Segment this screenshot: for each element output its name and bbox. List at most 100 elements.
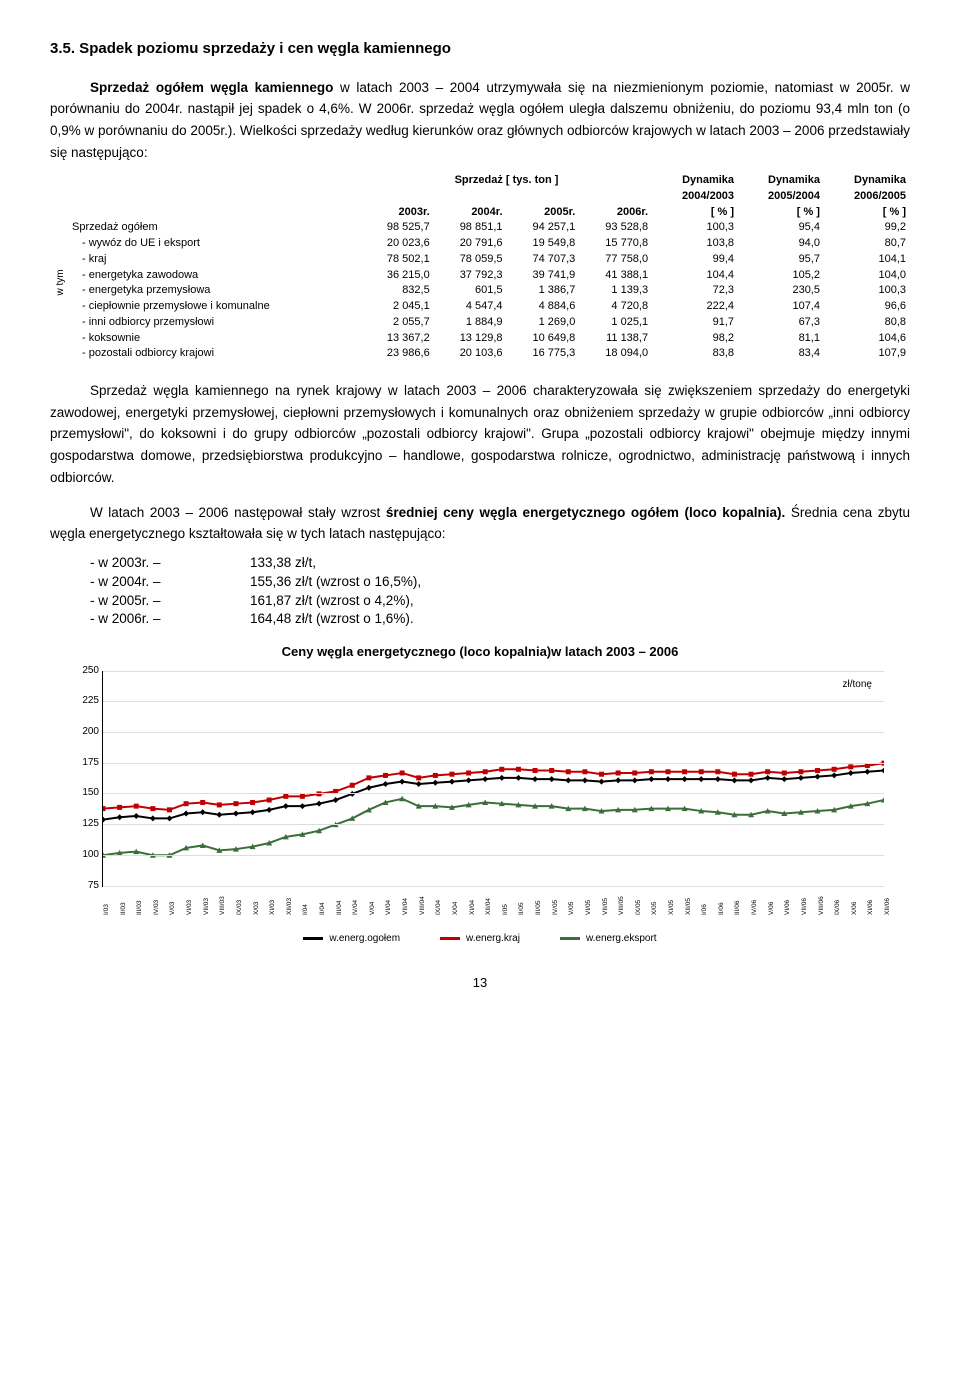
chart-marker	[599, 771, 604, 776]
chart-marker	[516, 766, 521, 771]
cell-value: 1 386,7	[507, 283, 580, 299]
cell-value: 13 367,2	[361, 331, 434, 347]
chart-marker	[449, 778, 455, 784]
chart-marker	[366, 775, 371, 780]
chart-marker	[798, 769, 803, 774]
y-tick-label: 200	[73, 726, 99, 739]
x-tick-label: III/05	[535, 901, 543, 915]
x-tick-label: VI/05	[585, 900, 593, 915]
price-row: - w 2006r. –164,48 zł/t (wzrost o 1,6%).	[90, 611, 910, 628]
chart-marker	[599, 778, 605, 784]
cell-value: 98 525,7	[361, 220, 434, 236]
price-label: - w 2006r. –	[90, 611, 250, 628]
para-1: Sprzedaż ogółem węgla kamiennego w latac…	[50, 77, 910, 163]
x-tick-label: V/04	[369, 902, 377, 915]
x-tick-label: IV/05	[552, 900, 560, 915]
legend-swatch	[560, 937, 580, 940]
cell-value: 4 720,8	[579, 299, 652, 315]
table-row: Sprzedaż ogółem98 525,798 851,194 257,19…	[50, 220, 910, 236]
chart-marker	[382, 781, 388, 787]
chart-marker	[333, 797, 339, 803]
chart-marker	[433, 772, 438, 777]
cell-value: 94 257,1	[507, 220, 580, 236]
chart-marker	[266, 806, 272, 812]
chart-marker	[499, 774, 505, 780]
chart-marker	[150, 815, 156, 821]
cell-value: 72,3	[652, 283, 738, 299]
cell-value: 39 741,9	[507, 268, 580, 284]
chart-title: Ceny węgla energetycznego (loco kopalnia…	[50, 644, 910, 660]
x-tick-label: IV/06	[751, 900, 759, 915]
para-3a: W latach 2003 – 2006 następował stały wz…	[90, 505, 386, 520]
chart-marker	[383, 772, 388, 777]
cell-value: 41 388,1	[579, 268, 652, 284]
cell-value: 2 055,7	[361, 315, 434, 331]
cell-value: 1 884,9	[434, 315, 507, 331]
cell-value: 15 770,8	[579, 236, 652, 252]
chart-marker	[632, 777, 638, 783]
cell-value: 11 138,7	[579, 331, 652, 347]
x-tick-label: VIII/03	[219, 897, 227, 916]
chart-marker	[400, 770, 405, 775]
cell-value: 10 649,8	[507, 331, 580, 347]
chart-marker	[150, 806, 155, 811]
para-2: Sprzedaż węgla kamiennego na rynek krajo…	[50, 380, 910, 488]
cell-value: 23 986,6	[361, 346, 434, 362]
price-value: 161,87 zł/t (wzrost o 4,2%),	[250, 593, 414, 610]
chart-marker	[134, 803, 139, 808]
cell-value: 1 269,0	[507, 315, 580, 331]
chart-marker	[582, 769, 587, 774]
cell-value: 83,8	[652, 346, 738, 362]
chart-marker	[133, 813, 139, 819]
chart-marker	[549, 768, 554, 773]
cell-value: 1 139,3	[579, 283, 652, 299]
x-tick-label: XII/06	[884, 898, 892, 915]
x-tick-label: II/06	[718, 903, 726, 916]
dyn-head-1a: Dynamika	[652, 173, 738, 189]
chart-marker	[749, 771, 754, 776]
x-tick-label: II/05	[518, 903, 526, 916]
cell-value: 104,1	[824, 252, 910, 268]
chart-marker	[366, 784, 372, 790]
chart-marker	[848, 764, 853, 769]
dyn-head-2b: 2005/2004	[738, 189, 824, 205]
cell-value: 18 094,0	[579, 346, 652, 362]
cell-value: 78 059,5	[434, 252, 507, 268]
chart-marker	[183, 810, 189, 816]
chart-marker	[682, 769, 687, 774]
legend-item: w.energ.kraj	[440, 933, 520, 946]
table-row: - kraj78 502,178 059,574 707,377 758,099…	[50, 252, 910, 268]
x-tick-label: XI/03	[269, 900, 277, 915]
x-tick-label: IX/06	[834, 900, 842, 915]
chart-marker	[731, 777, 737, 783]
y-tick-label: 125	[73, 818, 99, 831]
y-tick-label: 225	[73, 695, 99, 708]
x-tick-label: VI/04	[385, 900, 393, 915]
chart-marker	[748, 777, 754, 783]
chart-marker	[649, 769, 654, 774]
x-tick-label: V/06	[768, 902, 776, 915]
chart-marker	[615, 777, 621, 783]
y-tick-label: 75	[73, 879, 99, 892]
chart-marker	[715, 776, 721, 782]
chart-marker	[815, 768, 820, 773]
chart-marker	[267, 797, 272, 802]
cell-value: 104,4	[652, 268, 738, 284]
row-label: - ciepłownie przemysłowe i komunalne	[72, 299, 361, 315]
cell-value: 16 775,3	[507, 346, 580, 362]
price-chart: zł/tonę 75100125150175200225250I/03II/03…	[70, 665, 890, 925]
chart-marker	[350, 782, 355, 787]
sales-table: Sprzedaż [ tys. ton ] Dynamika Dynamika …	[50, 173, 910, 362]
cell-value: 80,8	[824, 315, 910, 331]
cell-value: 832,5	[361, 283, 434, 299]
price-row: - w 2004r. –155,36 zł/t (wzrost o 16,5%)…	[90, 574, 910, 591]
cell-value: 80,7	[824, 236, 910, 252]
y-tick-label: 175	[73, 756, 99, 769]
x-tick-label: XII/05	[685, 898, 693, 915]
table-row: - koksownie13 367,213 129,810 649,811 13…	[50, 331, 910, 347]
chart-marker	[432, 779, 438, 785]
table-row: - wywóz do UE i eksport20 023,620 791,61…	[50, 236, 910, 252]
x-tick-label: I/03	[103, 905, 111, 916]
chart-marker	[233, 801, 238, 806]
pct-1: [ % ]	[652, 205, 738, 221]
